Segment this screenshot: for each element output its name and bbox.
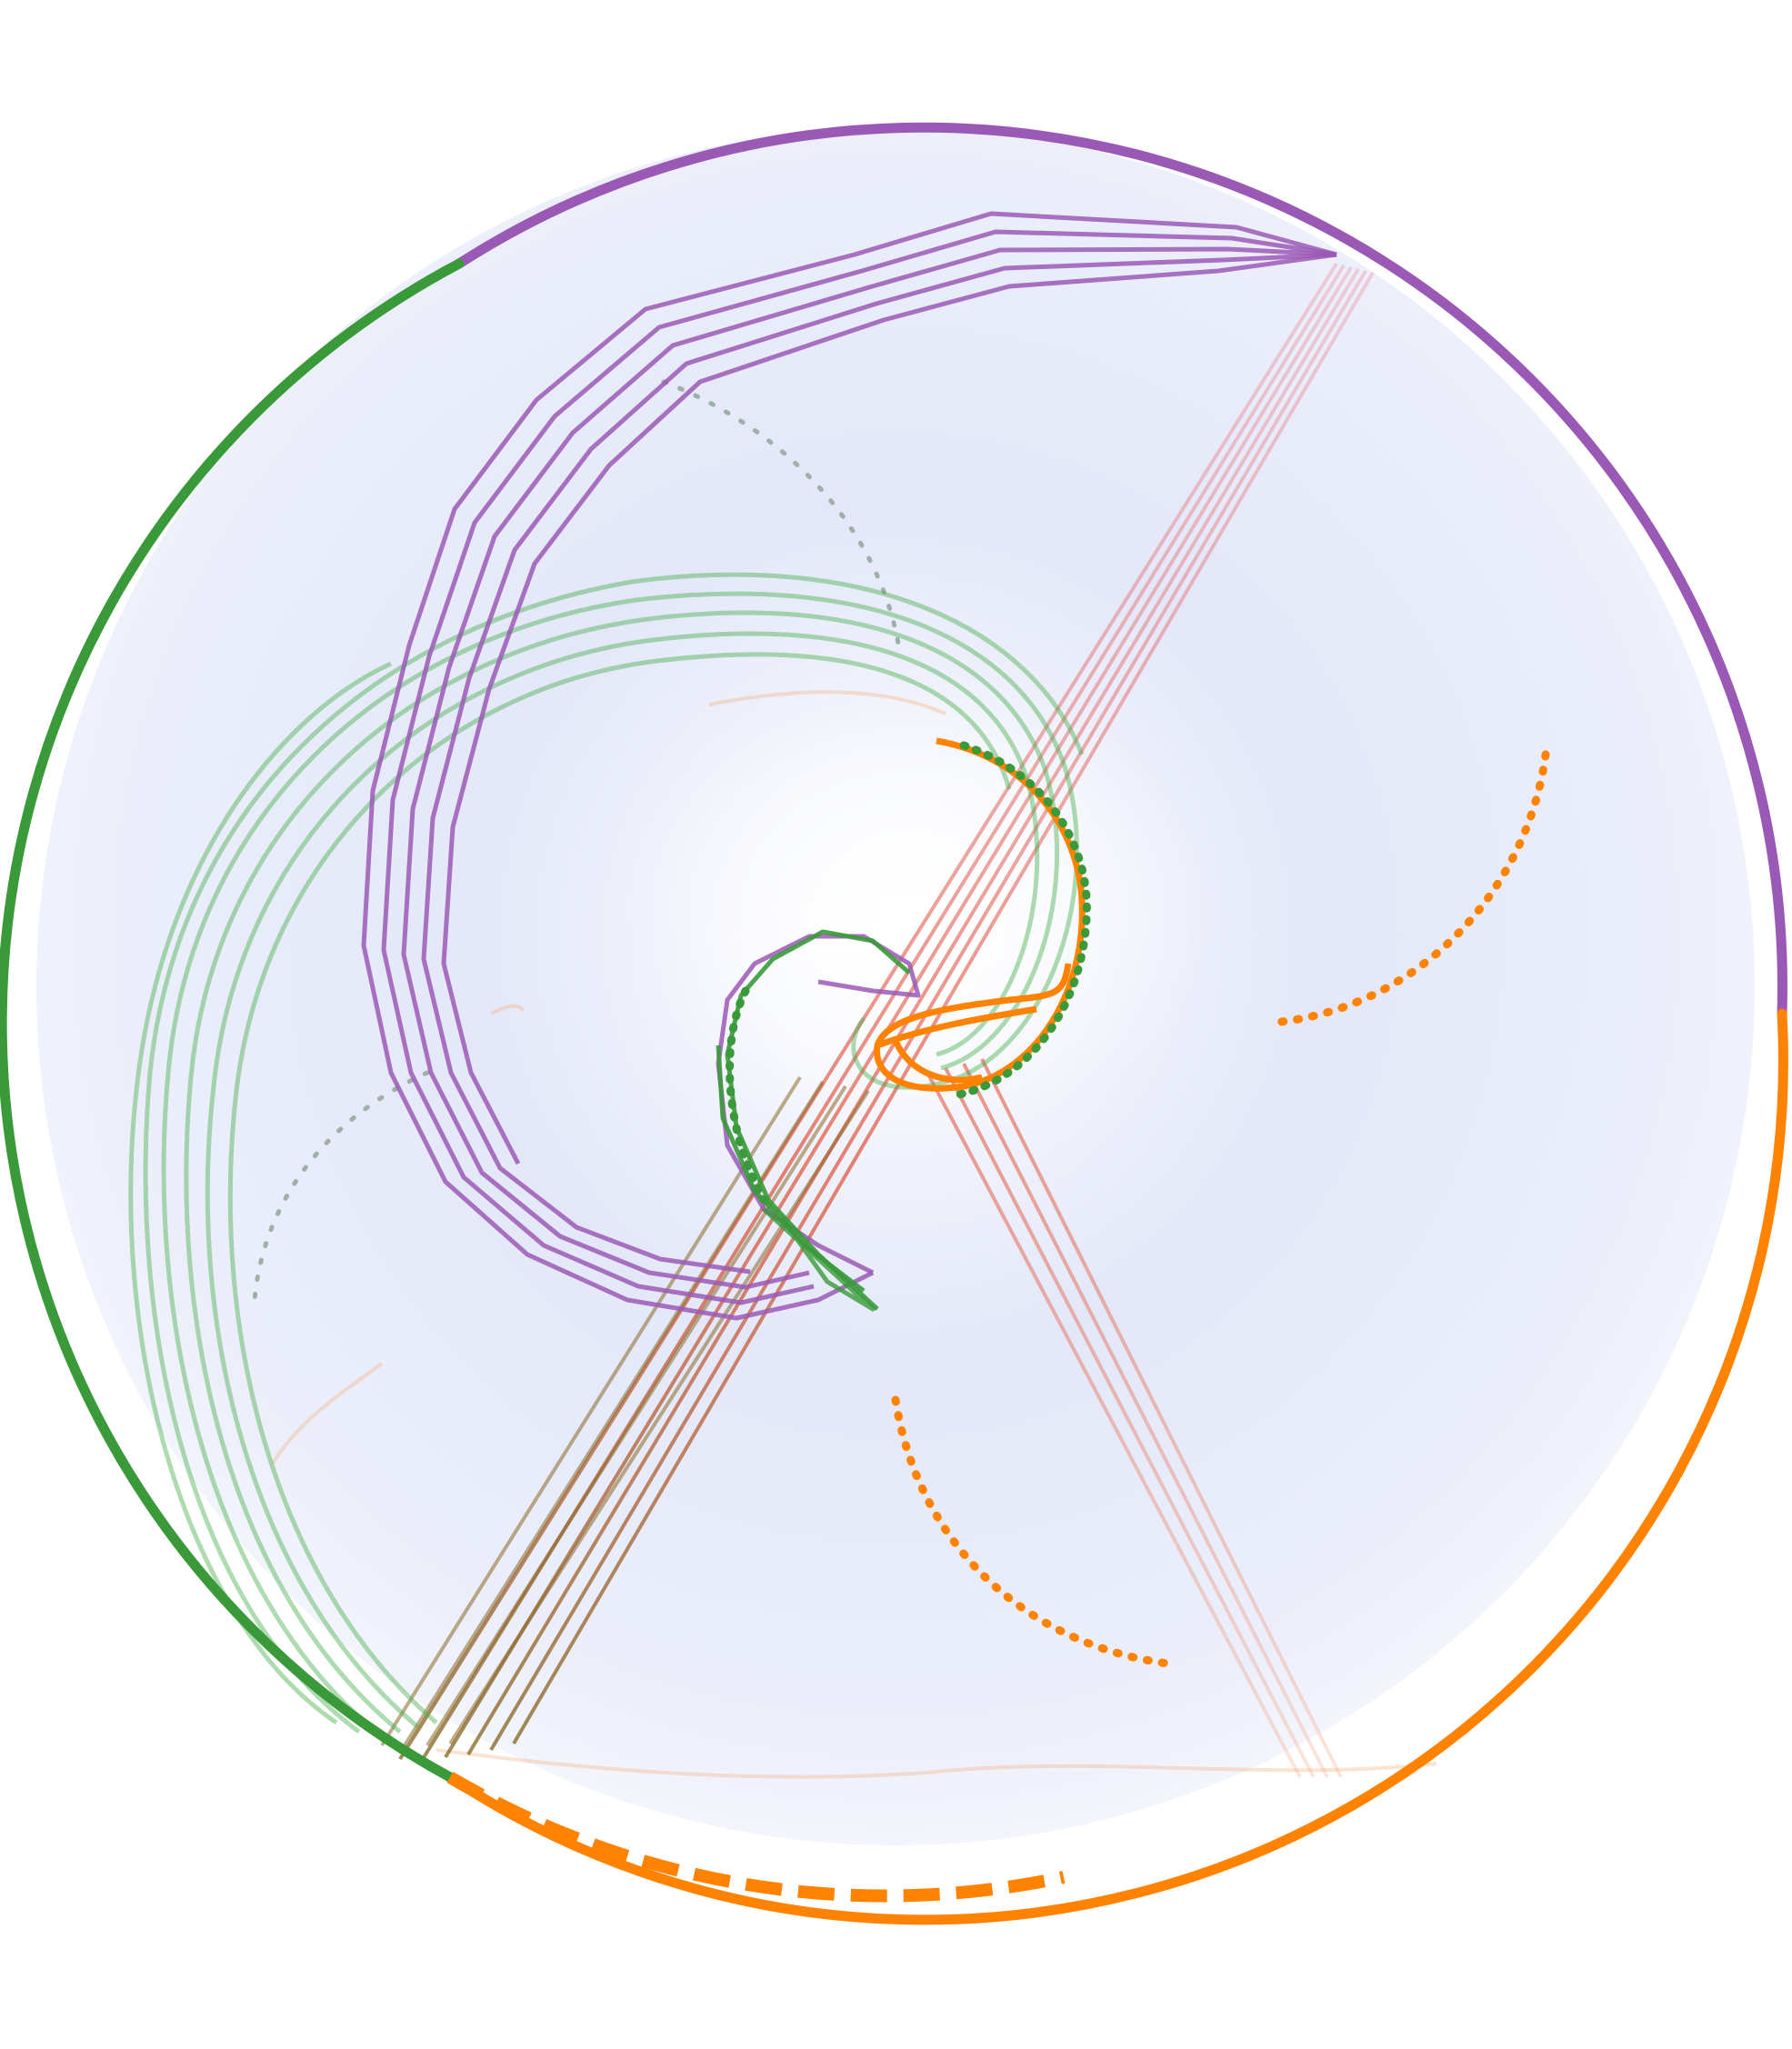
dotted-arc-grey-left xyxy=(252,1070,430,1303)
boundary-orange-dashes xyxy=(446,1771,1066,1903)
green-spiral-bundle xyxy=(128,572,1085,1738)
green-core-dots xyxy=(726,741,1091,1204)
dotted-arc-orange-bottom xyxy=(891,1395,1173,1668)
dotted-arc-grey-top xyxy=(661,379,903,657)
disk-center-glow xyxy=(618,673,1218,1145)
purple-spiral-bundle xyxy=(361,211,1337,1321)
boundary-arc-orange xyxy=(445,1008,1788,1925)
red-bundle-lower-right xyxy=(926,1058,1343,1778)
dotted-arc-orange-right xyxy=(1268,750,1550,1027)
boundary-arc-purple xyxy=(454,122,1787,1019)
boundary-circle xyxy=(0,122,1788,1925)
boundary-arc-green xyxy=(0,258,465,1783)
ghost-orange-curves xyxy=(271,690,1437,1779)
